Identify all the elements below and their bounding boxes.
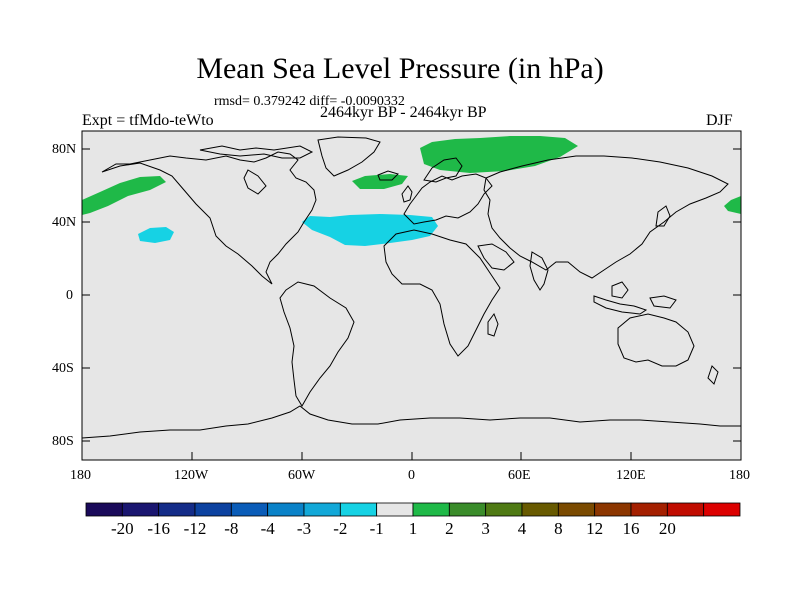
colorbar-box bbox=[666, 502, 705, 517]
lat-label-40s: 40S bbox=[52, 361, 74, 376]
colorbar-label: 4 bbox=[517, 519, 527, 538]
positive-anomaly-pacific-west bbox=[82, 176, 166, 215]
coast-new-zealand bbox=[707, 365, 719, 385]
coast-scandinavia bbox=[423, 157, 463, 183]
coast-new-guinea bbox=[649, 295, 677, 309]
colorbar-box bbox=[594, 502, 632, 517]
lat-label-80n: 80N bbox=[52, 142, 77, 157]
coast-africa bbox=[383, 229, 501, 357]
colorbar-label: -8 bbox=[224, 519, 239, 538]
colorbar-box bbox=[121, 502, 160, 517]
colorbar-box bbox=[630, 502, 668, 517]
coast-europe bbox=[403, 173, 493, 225]
colorbar-label: 8 bbox=[554, 519, 563, 538]
coastlines bbox=[81, 136, 741, 439]
negative-anomaly-atlantic bbox=[302, 214, 438, 246]
positive-anomaly-pacific-east bbox=[724, 196, 741, 214]
lon-label-120e: 120E bbox=[616, 468, 646, 483]
colorbar-box bbox=[230, 502, 269, 517]
colorbar-label: 1 bbox=[408, 519, 418, 538]
colorbar-box bbox=[448, 502, 487, 517]
colorbar-box bbox=[412, 502, 450, 517]
coast-indonesia bbox=[593, 295, 648, 315]
colorbar-label: 2 bbox=[445, 519, 454, 538]
stats-subtitle: rmsd= 0.379242 diff= -0.0090332 bbox=[214, 94, 405, 109]
coast-japan bbox=[655, 205, 671, 227]
coast-antarctica bbox=[81, 405, 741, 439]
lat-label-0: 0 bbox=[66, 288, 73, 303]
colorbar-box bbox=[557, 502, 596, 517]
coast-madagascar bbox=[487, 312, 499, 337]
colorbar-label: 3 bbox=[481, 519, 490, 538]
lon-label-60e: 60E bbox=[508, 468, 531, 483]
experiment-label: Expt = tfMdo-teWto bbox=[82, 112, 214, 129]
lon-label-0: 0 bbox=[408, 468, 415, 483]
coast-india bbox=[529, 251, 549, 291]
colorbar-box bbox=[267, 502, 305, 517]
colorbar-box bbox=[303, 502, 341, 517]
colorbar-box bbox=[521, 502, 559, 517]
colorbar-label: -2 bbox=[333, 519, 348, 538]
lon-label-180e: 180 bbox=[729, 468, 750, 483]
colorbar-box bbox=[703, 502, 741, 517]
lon-label-120w: 120W bbox=[174, 468, 209, 483]
lon-ticks bbox=[81, 452, 742, 460]
coast-greenland bbox=[317, 136, 381, 177]
coast-iceland bbox=[377, 170, 399, 181]
negative-anomaly-pacific bbox=[138, 227, 174, 243]
colorbar-box bbox=[485, 502, 523, 517]
lat-label-40n: 40N bbox=[52, 215, 77, 230]
colorbar-box bbox=[376, 502, 414, 517]
colorbar-box bbox=[194, 502, 232, 517]
coast-asia bbox=[483, 155, 729, 279]
coast-australia bbox=[617, 313, 695, 367]
coast-borneo bbox=[611, 281, 629, 299]
lon-label-60w: 60W bbox=[288, 468, 316, 483]
coast-north-america bbox=[101, 151, 317, 285]
colorbar-label: -20 bbox=[110, 519, 134, 538]
colorbar-label: -16 bbox=[147, 519, 170, 538]
coast-hudson-bay bbox=[243, 169, 267, 195]
colorbar-label: 20 bbox=[658, 519, 676, 538]
coast-britain bbox=[401, 185, 413, 203]
colorbar-box bbox=[85, 502, 123, 517]
colorbar-label: -3 bbox=[296, 519, 312, 538]
anomaly-fields bbox=[82, 136, 741, 246]
coast-south-america bbox=[279, 281, 355, 407]
colorbar bbox=[85, 502, 741, 517]
colorbar-label: 12 bbox=[586, 519, 604, 538]
colorbar-box bbox=[158, 502, 196, 517]
positive-anomaly-scandinavia bbox=[420, 136, 578, 173]
colorbar-label: -12 bbox=[183, 519, 207, 538]
coast-arctic-islands bbox=[199, 145, 314, 159]
map-title: Mean Sea Level Pressure (in hPa) bbox=[196, 52, 604, 85]
lon-label-180w: 180 bbox=[70, 468, 91, 483]
season-label: DJF bbox=[706, 112, 733, 129]
map-panel bbox=[82, 131, 741, 460]
period-label: 2464kyr BP - 2464kyr BP bbox=[320, 104, 487, 121]
colorbar-label: -1 bbox=[369, 519, 384, 538]
lat-ticks bbox=[82, 148, 741, 442]
lat-label-80s: 80S bbox=[52, 434, 74, 449]
colorbar-label: 16 bbox=[622, 519, 640, 538]
colorbar-box bbox=[339, 502, 378, 517]
colorbar-label: -4 bbox=[260, 519, 275, 538]
coast-arabia bbox=[477, 243, 515, 271]
